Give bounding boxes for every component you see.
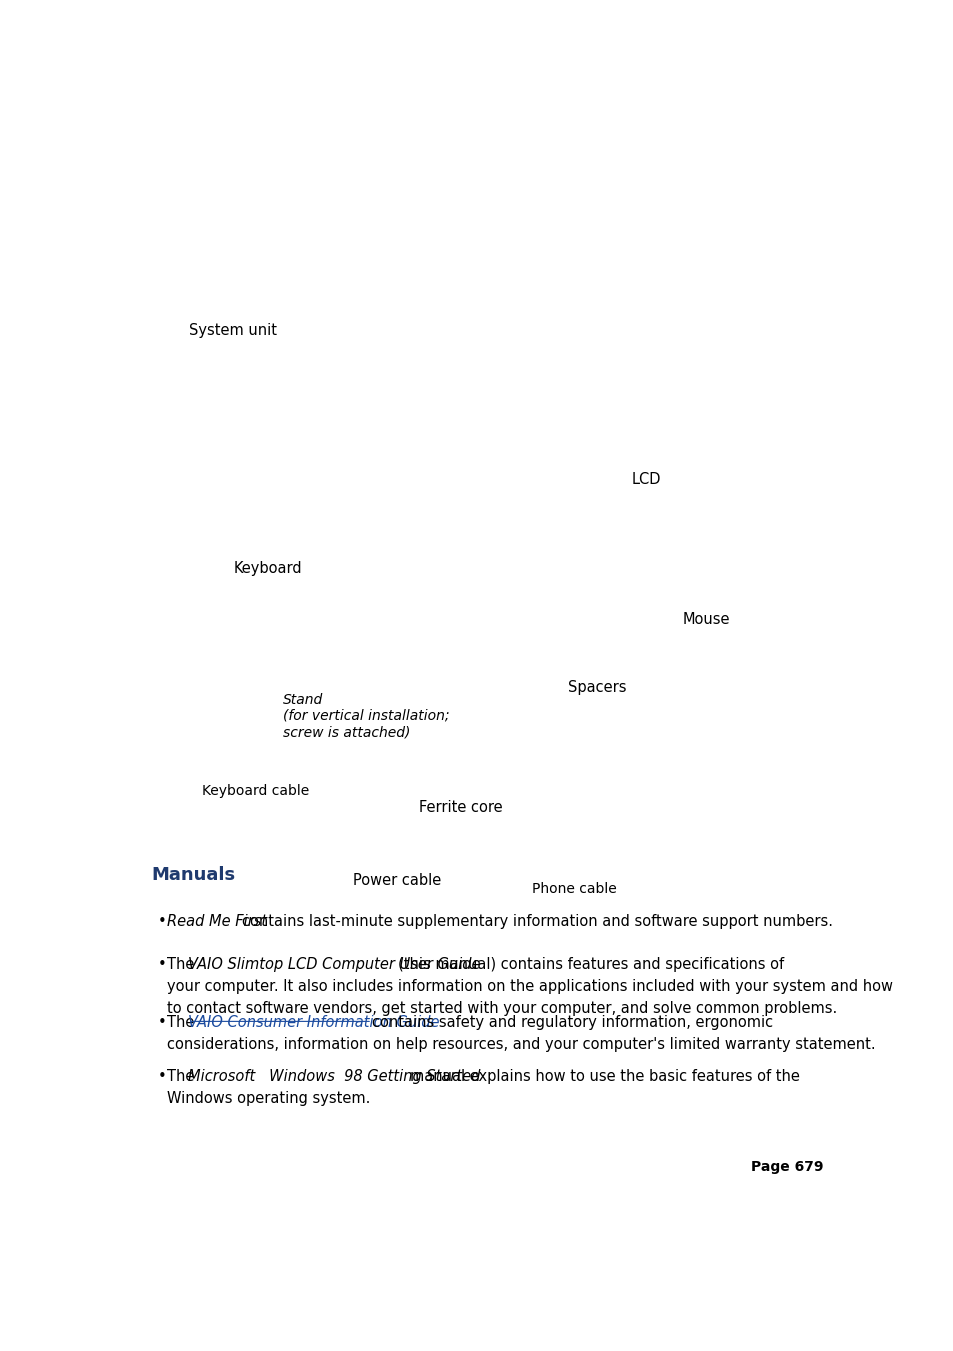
Text: The: The (167, 1015, 199, 1031)
Text: Keyboard cable: Keyboard cable (202, 784, 309, 798)
Text: •: • (157, 915, 166, 929)
Text: Spacers: Spacers (567, 680, 626, 696)
Text: contains last-minute supplementary information and software support numbers.: contains last-minute supplementary infor… (242, 915, 832, 929)
Text: •: • (157, 1069, 166, 1085)
Text: VAIO Consumer Information Guide: VAIO Consumer Information Guide (188, 1015, 444, 1031)
Text: manual explains how to use the basic features of the: manual explains how to use the basic fea… (410, 1069, 799, 1085)
Text: Page 679: Page 679 (751, 1161, 823, 1174)
Text: your computer. It also includes information on the applications included with yo: your computer. It also includes informat… (167, 978, 892, 994)
Text: The: The (167, 957, 199, 971)
Text: LCD: LCD (631, 471, 660, 488)
Text: Microsoft   Windows  98 Getting Started: Microsoft Windows 98 Getting Started (188, 1069, 480, 1085)
Text: Read Me First: Read Me First (167, 915, 267, 929)
Text: Mouse: Mouse (682, 612, 729, 627)
Text: to contact software vendors, get started with your computer, and solve common pr: to contact software vendors, get started… (167, 1001, 837, 1016)
Text: Stand
(for vertical installation;
screw is attached): Stand (for vertical installation; screw … (283, 693, 450, 739)
Text: •: • (157, 957, 166, 971)
Text: Windows operating system.: Windows operating system. (167, 1092, 371, 1106)
Text: The: The (167, 1069, 199, 1085)
Text: •: • (157, 1015, 166, 1031)
Text: Ferrite core: Ferrite core (419, 800, 502, 815)
Text: (this manual) contains features and specifications of: (this manual) contains features and spec… (397, 957, 783, 971)
Text: Manuals: Manuals (152, 866, 235, 885)
Text: Phone cable: Phone cable (531, 882, 616, 896)
Text: System unit: System unit (190, 323, 277, 338)
Text: VAIO Slimtop LCD Computer User Guide: VAIO Slimtop LCD Computer User Guide (188, 957, 480, 971)
Text: considerations, information on help resources, and your computer's limited warra: considerations, information on help reso… (167, 1038, 875, 1052)
Text: contains safety and regulatory information, ergonomic: contains safety and regulatory informati… (372, 1015, 773, 1031)
Text: Power cable: Power cable (353, 873, 440, 888)
Text: Keyboard: Keyboard (233, 561, 302, 576)
